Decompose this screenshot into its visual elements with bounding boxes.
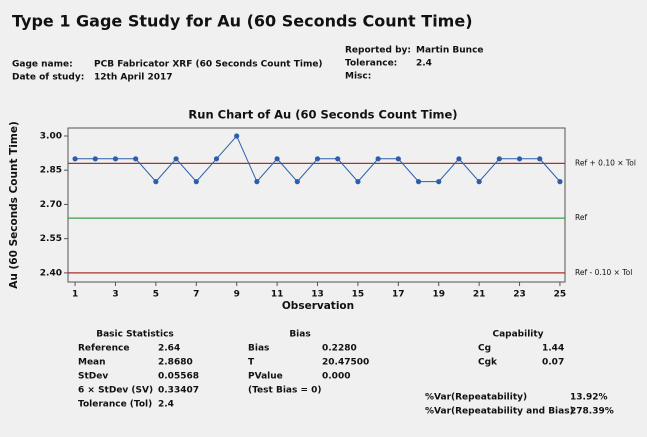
data-point [415, 179, 422, 185]
x-tick-label: 3 [112, 290, 118, 300]
data-point [496, 156, 502, 162]
stat-label: (Test Bias = 0) [248, 386, 322, 396]
stat-value: 2.8680 [158, 358, 193, 368]
stat-value: 0.33407 [158, 386, 199, 396]
reference-label: Ref - 0.10 × Tol [575, 268, 632, 277]
field-value: 12th April 2017 [94, 73, 173, 83]
x-tick-label: 25 [554, 290, 567, 300]
field-label: Gage name: [12, 60, 73, 70]
stat-label: Cg [478, 344, 491, 354]
stat-value: 0.2280 [322, 344, 357, 354]
x-tick-label: 15 [352, 290, 365, 300]
data-point [92, 156, 98, 162]
data-point [72, 156, 78, 162]
data-point [516, 156, 523, 162]
data-point [274, 156, 280, 162]
field-value: 2.4 [416, 59, 432, 69]
chart-title: Run Chart of Au (60 Seconds Count Time) [188, 108, 457, 122]
data-point [234, 133, 240, 139]
report-title: Type 1 Gage Study for Au (60 Seconds Cou… [12, 12, 473, 31]
x-tick-label: 17 [392, 290, 405, 300]
section-title: Bias [289, 330, 310, 340]
stat-label: PValue [248, 372, 283, 382]
stat-label: Reference [78, 344, 129, 354]
stat-label: T [248, 358, 255, 368]
data-point [537, 156, 543, 162]
x-tick-label: 5 [153, 290, 159, 300]
x-tick-label: 11 [271, 290, 284, 300]
stat-value: 0.07 [542, 358, 564, 368]
section-title: Basic Statistics [96, 330, 174, 340]
data-point [213, 156, 220, 162]
stat-value: 13.92% [570, 393, 608, 403]
y-tick-label: 3.00 [40, 131, 62, 141]
field-label: Tolerance: [345, 59, 397, 69]
data-point [133, 156, 139, 162]
field-label: Date of study: [12, 73, 84, 83]
stat-label: %Var(Repeatability) [425, 393, 527, 403]
data-point [193, 179, 199, 185]
data-point [456, 156, 462, 162]
stat-label: Bias [248, 344, 269, 354]
stat-value: 278.39% [570, 407, 614, 417]
data-point [173, 156, 179, 162]
x-tick-label: 21 [473, 290, 486, 300]
y-tick-label: 2.85 [40, 166, 62, 176]
stat-value: 0.05568 [158, 372, 199, 382]
y-axis-label: Au (60 Seconds Count Time) [8, 121, 20, 289]
stat-label: Tolerance (Tol) [78, 400, 152, 410]
data-point [395, 156, 401, 162]
stat-label: %Var(Repeatability and Bias) [425, 407, 574, 417]
y-tick-label: 2.40 [40, 268, 62, 278]
reference-label: Ref + 0.10 × Tol [575, 158, 636, 167]
data-point [476, 179, 482, 185]
stat-value: 0.000 [322, 372, 350, 382]
x-axis-label: Observation [282, 300, 354, 312]
x-tick-label: 23 [513, 290, 526, 300]
field-value: PCB Fabricator XRF (60 Seconds Count Tim… [94, 60, 323, 70]
field-label: Reported by: [345, 46, 411, 56]
data-point [355, 179, 361, 185]
stat-label: 6 × StDev (SV) [78, 386, 153, 396]
data-point [335, 156, 341, 162]
data-point [153, 179, 159, 185]
y-tick-label: 2.70 [40, 200, 62, 210]
stat-value: 2.4 [158, 400, 174, 410]
data-point [375, 156, 381, 162]
x-tick-label: 19 [432, 290, 445, 300]
stat-value: 20.47500 [322, 358, 369, 368]
data-point [314, 156, 321, 162]
plot-frame [67, 127, 566, 283]
field-label: Misc: [345, 72, 371, 82]
stat-value: 2.64 [158, 344, 180, 354]
stat-value: 1.44 [542, 344, 564, 354]
data-point [112, 156, 119, 162]
data-point [557, 179, 563, 185]
stat-label: Cgk [478, 358, 498, 368]
y-tick-label: 2.55 [40, 234, 62, 244]
stat-label: StDev [78, 372, 108, 382]
data-point [436, 179, 442, 185]
reference-label: Ref [575, 213, 587, 222]
section-title: Capability [492, 330, 543, 340]
data-point [254, 179, 260, 185]
x-tick-label: 7 [193, 290, 199, 300]
data-point [294, 179, 300, 185]
stat-label: Mean [78, 358, 106, 368]
x-tick-label: 9 [234, 290, 240, 300]
x-tick-label: 13 [311, 290, 324, 300]
x-tick-label: 1 [72, 290, 78, 300]
field-value: Martin Bunce [416, 46, 484, 56]
